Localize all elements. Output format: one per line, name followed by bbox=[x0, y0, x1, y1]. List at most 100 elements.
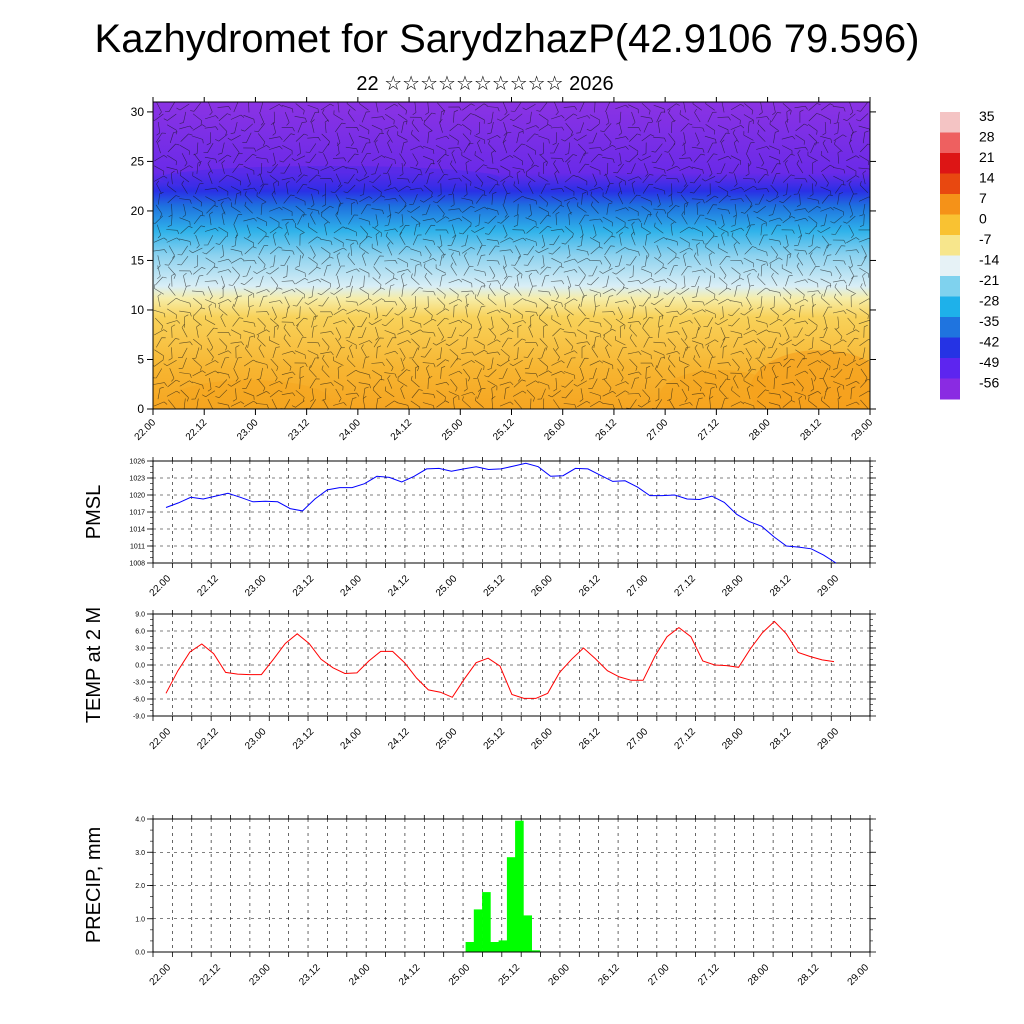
y-tick-label: 1017 bbox=[129, 510, 145, 517]
colorbar-swatch bbox=[940, 337, 960, 359]
y-tick-label: 0 bbox=[137, 402, 144, 416]
colorbar-swatch bbox=[940, 255, 960, 277]
y-tick-label: 15 bbox=[131, 253, 145, 267]
page-title: Kazhydromet for SarydzhazP(42.9106 79.59… bbox=[94, 17, 920, 61]
x-tick-label: 24.12 bbox=[386, 726, 412, 752]
x-tick-label: 22.12 bbox=[195, 573, 221, 599]
precip-bar bbox=[473, 909, 483, 952]
cross-section-panel: 0 5 10 15 20 25 30 22.00 22.12 23.00 23.12 24.00 24.… bbox=[131, 97, 876, 443]
pmsl-series-line bbox=[165, 462, 837, 564]
colorbar-swatch bbox=[940, 173, 960, 195]
x-tick-label: 28.12 bbox=[798, 417, 824, 443]
x-tick-label: 24.12 bbox=[386, 573, 412, 599]
y-tick-label: 3.0 bbox=[135, 850, 145, 857]
y-tick-label: 9.0 bbox=[135, 612, 145, 619]
x-tick-label: 24.00 bbox=[339, 573, 365, 599]
x-tick-label: 26.12 bbox=[577, 726, 603, 752]
colorbar-swatch bbox=[940, 153, 960, 174]
x-tick-label: 25.12 bbox=[491, 417, 517, 443]
colorbar-label: 14 bbox=[979, 170, 995, 186]
y-tick-label: 1008 bbox=[129, 561, 145, 568]
x-tick-label: 23.12 bbox=[286, 417, 312, 443]
colorbar-swatch bbox=[940, 194, 960, 215]
y-tick-label: 30 bbox=[131, 105, 145, 119]
x-tick-label: 24.12 bbox=[397, 962, 423, 988]
x-tick-label: 25.00 bbox=[440, 417, 466, 443]
colorbar-swatch bbox=[940, 276, 960, 297]
x-tick-label: 28.00 bbox=[720, 573, 746, 599]
x-tick-label: 25.00 bbox=[447, 962, 473, 988]
y-tick-label: 4.0 bbox=[135, 817, 145, 824]
colorbar-label: -7 bbox=[979, 231, 992, 247]
x-tick-label: 24.12 bbox=[389, 417, 415, 443]
x-tick-label: 28.12 bbox=[796, 962, 822, 988]
cross-section-frame bbox=[152, 101, 871, 410]
y-tick-label: 20 bbox=[131, 204, 145, 218]
y-tick-label: 5 bbox=[137, 352, 144, 366]
pmsl-panel: 1026 1023 1020 1017 1014 1011 1008 PMSL 22.00 22.… bbox=[83, 457, 876, 599]
precip-bar bbox=[506, 857, 516, 952]
cold-core bbox=[160, 166, 500, 190]
x-tick-label: 27.00 bbox=[646, 962, 672, 988]
x-tick-label: 22.12 bbox=[184, 417, 210, 443]
colorbar-swatch bbox=[940, 132, 960, 154]
y-tick-label: 1026 bbox=[129, 459, 145, 466]
x-tick-label: 27.00 bbox=[625, 726, 651, 752]
page-subtitle: 22 ☆☆☆☆☆☆☆☆☆☆ 2026 bbox=[356, 73, 614, 95]
precip-bar bbox=[515, 820, 524, 952]
y-tick-label: 1014 bbox=[129, 527, 145, 534]
y-tick-label: 10 bbox=[131, 303, 145, 317]
y-tick-label: 0.0 bbox=[135, 950, 145, 957]
x-tick-label: 27.12 bbox=[673, 573, 699, 599]
precip-bar bbox=[531, 950, 541, 952]
precip-bar bbox=[465, 942, 475, 952]
x-tick-label: 28.00 bbox=[746, 962, 772, 988]
x-tick-label: 26.00 bbox=[542, 417, 568, 443]
temp-frame bbox=[152, 613, 871, 717]
y-tick-label: 0.0 bbox=[135, 663, 145, 670]
x-tick-label: 27.12 bbox=[696, 417, 722, 443]
x-tick-label: 23.00 bbox=[243, 726, 269, 752]
wind-barb-strokes bbox=[153, 102, 870, 409]
y-tick-label: 25 bbox=[131, 154, 145, 168]
x-tick-label: 22.00 bbox=[133, 417, 159, 443]
colorbar-label: -56 bbox=[979, 375, 999, 391]
x-tick-label: 27.00 bbox=[625, 573, 651, 599]
colorbar-swatch bbox=[940, 317, 960, 338]
cross-section-fill bbox=[153, 102, 870, 409]
colorbar: 35 28 21 14 7 0 -7 -14 -21 -28 -35 -42 -49 -56 bbox=[940, 108, 999, 400]
colorbar-label: 28 bbox=[979, 129, 995, 145]
y-tick-label: 1.0 bbox=[135, 916, 145, 923]
x-tick-label: 27.12 bbox=[696, 962, 722, 988]
colorbar-label: -42 bbox=[979, 334, 999, 350]
colorbar-label: 7 bbox=[979, 190, 987, 206]
x-tick-label: 29.00 bbox=[850, 417, 876, 443]
x-tick-label: 29.00 bbox=[816, 573, 842, 599]
x-tick-label: 28.12 bbox=[768, 726, 794, 752]
x-tick-label: 26.00 bbox=[529, 726, 555, 752]
warm-patch bbox=[660, 370, 780, 409]
x-tick-label: 22.12 bbox=[195, 726, 221, 752]
colorbar-swatch bbox=[940, 296, 960, 318]
colorbar-label: -28 bbox=[979, 293, 999, 309]
pmsl-frame bbox=[152, 460, 871, 564]
x-tick-label: 22.00 bbox=[148, 726, 174, 752]
y-tick-label: 3.0 bbox=[135, 646, 145, 653]
x-tick-label: 26.12 bbox=[596, 962, 622, 988]
temp-ylabel: TEMP at 2 M bbox=[83, 607, 105, 723]
colorbar-label: 0 bbox=[979, 211, 987, 227]
x-tick-label: 25.12 bbox=[497, 962, 523, 988]
x-tick-label: 23.00 bbox=[247, 962, 273, 988]
x-tick-label: 23.12 bbox=[291, 573, 317, 599]
x-tick-label: 23.00 bbox=[235, 417, 261, 443]
x-tick-label: 26.12 bbox=[594, 417, 620, 443]
y-tick-label: 1023 bbox=[129, 476, 145, 483]
colorbar-label: -49 bbox=[979, 354, 999, 370]
colorbar-label: 35 bbox=[979, 108, 995, 124]
warm-patch bbox=[170, 380, 330, 409]
precip-bar bbox=[498, 940, 508, 952]
x-tick-label: 28.00 bbox=[720, 726, 746, 752]
precip-ylabel: PRECIP, mm bbox=[83, 827, 105, 943]
precip-bar bbox=[490, 942, 499, 952]
